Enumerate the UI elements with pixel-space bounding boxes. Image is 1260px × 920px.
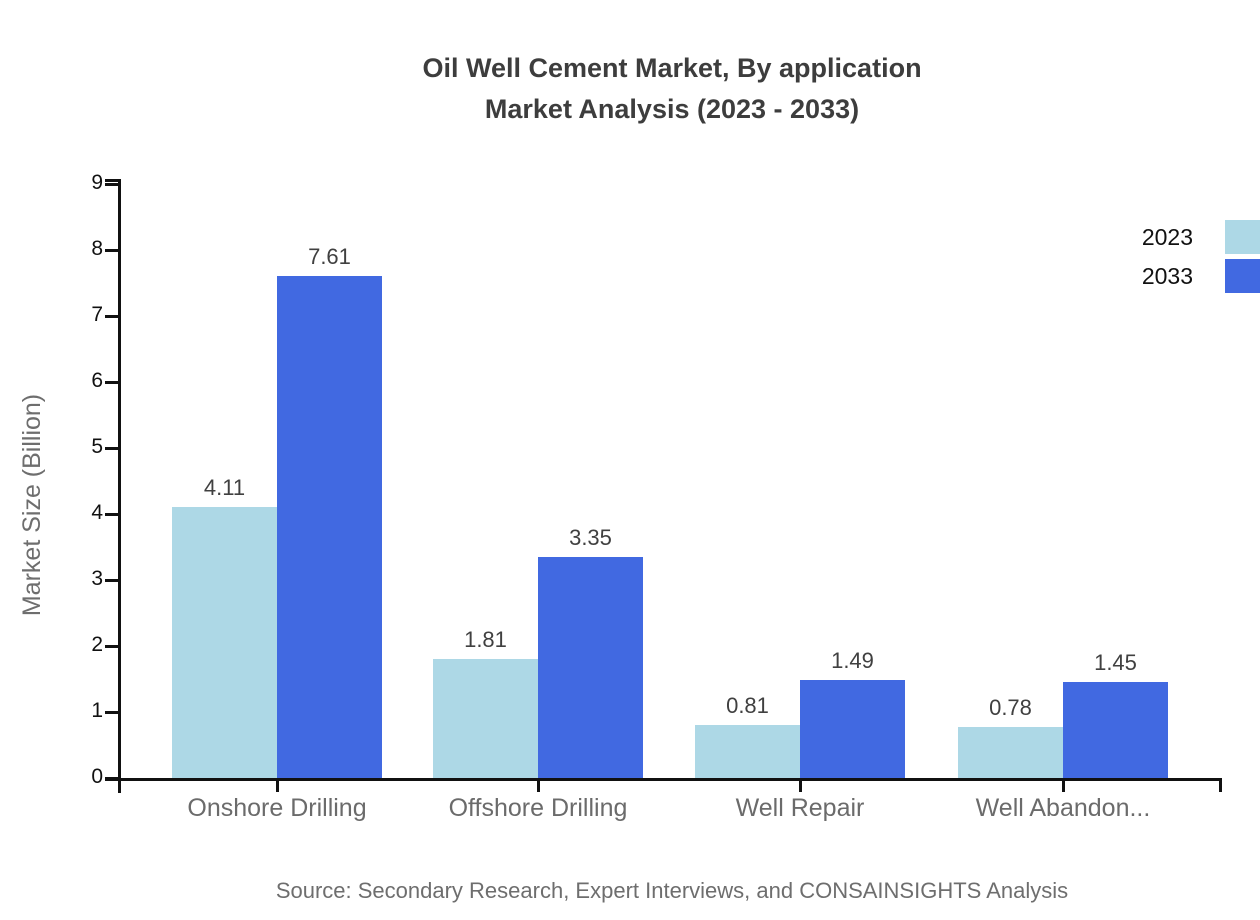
bar-2023-offshore-drilling xyxy=(433,659,538,778)
source-note: Source: Secondary Research, Expert Inter… xyxy=(275,878,1069,903)
value-label-2033-well-abandon: 1.45 xyxy=(1094,650,1137,675)
x-axis-end-cap xyxy=(1219,778,1222,792)
legend-label-2033[interactable]: 2033 xyxy=(1141,263,1193,289)
y-axis-tick-label: 9 xyxy=(91,171,103,194)
value-label-2023-well-abandon: 0.78 xyxy=(989,695,1032,720)
legend-label-2023[interactable]: 2023 xyxy=(1141,224,1193,250)
y-axis-tick xyxy=(105,249,119,252)
bar-2023-well-abandon xyxy=(958,727,1063,778)
y-axis-tick xyxy=(105,513,119,516)
x-axis-tick xyxy=(1062,781,1065,792)
x-axis-tick xyxy=(537,781,540,792)
y-axis-tick xyxy=(105,579,119,582)
x-axis-line xyxy=(105,778,1222,781)
y-axis-tick-label: 1 xyxy=(91,699,103,722)
y-axis-tick xyxy=(105,711,119,714)
chart-title-line1: Oil Well Cement Market, By application xyxy=(422,53,922,83)
value-label-2023-onshore-drilling: 4.11 xyxy=(203,475,246,500)
chart-title: Oil Well Cement Market, By application M… xyxy=(122,48,1222,130)
value-label-2033-onshore-drilling: 7.61 xyxy=(308,244,351,269)
bar-2033-well-abandon xyxy=(1063,682,1168,778)
y-axis-tick xyxy=(105,183,119,186)
y-axis-tick xyxy=(105,645,119,648)
y-axis-tick-label: 5 xyxy=(91,435,103,458)
bar-2033-onshore-drilling xyxy=(277,276,382,778)
y-axis-tick-label: 4 xyxy=(91,501,103,524)
x-axis-tick xyxy=(799,781,802,792)
y-axis-tick-label: 2 xyxy=(91,633,103,656)
y-axis-tick-label: 0 xyxy=(91,765,103,788)
chart-title-line2: Market Analysis (2023 - 2033) xyxy=(484,94,860,124)
x-axis-label-offshore-drilling: Offshore Drilling xyxy=(448,794,628,822)
y-axis-end-cap xyxy=(105,179,119,182)
value-label-2033-well-repair: 1.49 xyxy=(831,648,874,673)
y-axis-tick xyxy=(105,381,119,384)
x-axis-label-well-abandon: Well Abandon... xyxy=(975,794,1151,822)
y-axis-tick xyxy=(105,447,119,450)
bar-2033-well-repair xyxy=(800,680,905,778)
bar-2033-offshore-drilling xyxy=(538,557,643,778)
y-axis-line xyxy=(118,179,121,793)
y-axis-tick-label: 3 xyxy=(91,567,103,590)
y-axis-tick-label: 6 xyxy=(91,369,103,392)
legend-swatch-2023[interactable] xyxy=(1225,220,1260,254)
value-label-2033-offshore-drilling: 3.35 xyxy=(569,525,612,550)
y-axis-tick xyxy=(105,315,119,318)
y-axis-tick-label: 7 xyxy=(91,303,103,326)
legend-swatch-2033[interactable] xyxy=(1225,259,1260,293)
bar-2023-onshore-drilling xyxy=(172,507,277,778)
bar-2023-well-repair xyxy=(695,725,800,778)
y-axis-tick xyxy=(105,777,119,780)
x-axis-label-onshore-drilling: Onshore Drilling xyxy=(187,794,367,822)
value-label-2023-offshore-drilling: 1.81 xyxy=(464,627,507,652)
value-label-2023-well-repair: 0.81 xyxy=(726,693,769,718)
y-axis-tick-label: 8 xyxy=(91,237,103,260)
x-axis-label-well-repair: Well Repair xyxy=(735,794,865,822)
x-axis-tick xyxy=(276,781,279,792)
